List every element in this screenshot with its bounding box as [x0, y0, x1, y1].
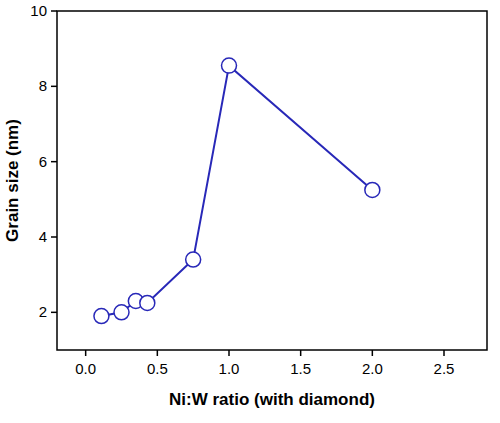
plot-frame [57, 11, 487, 350]
y-tick [51, 236, 57, 238]
x-tick-label: 1.0 [219, 360, 240, 377]
y-tick-label: 4 [39, 228, 47, 245]
y-tick-label: 10 [30, 2, 47, 19]
data-point [114, 305, 129, 320]
x-tick [157, 350, 159, 356]
data-point [140, 295, 155, 310]
y-tick [51, 161, 57, 163]
x-tick [372, 350, 374, 356]
x-tick-label: 1.5 [290, 360, 311, 377]
y-axis-label: Grain size (nm) [3, 119, 22, 242]
plot-area [94, 58, 380, 323]
x-tick [443, 350, 445, 356]
y-tick-label: 6 [39, 153, 47, 170]
y-tick [51, 10, 57, 12]
x-tick-label: 2.5 [434, 360, 455, 377]
x-tick-label: 0.0 [75, 360, 96, 377]
x-tick-label: 2.0 [362, 360, 383, 377]
series-line [101, 66, 372, 316]
y-tick [51, 86, 57, 88]
y-tick [51, 312, 57, 314]
y-tick-label: 2 [39, 303, 47, 320]
x-tick [85, 350, 87, 356]
data-point [94, 309, 109, 324]
x-tick [300, 350, 302, 356]
axes: 0.0 0.5 1.0 1.5 2.0 2.5 2 4 6 8 10 [30, 2, 454, 377]
data-point [186, 252, 201, 267]
chart: 0.0 0.5 1.0 1.5 2.0 2.5 2 4 6 8 10 Ni:W ratio (with… [0, 0, 500, 423]
x-tick-label: 0.5 [147, 360, 168, 377]
x-tick [228, 350, 230, 356]
data-point [365, 182, 380, 197]
data-point [222, 58, 237, 73]
y-tick-label: 8 [39, 77, 47, 94]
x-axis-label: Ni:W ratio (with diamond) [169, 390, 375, 409]
